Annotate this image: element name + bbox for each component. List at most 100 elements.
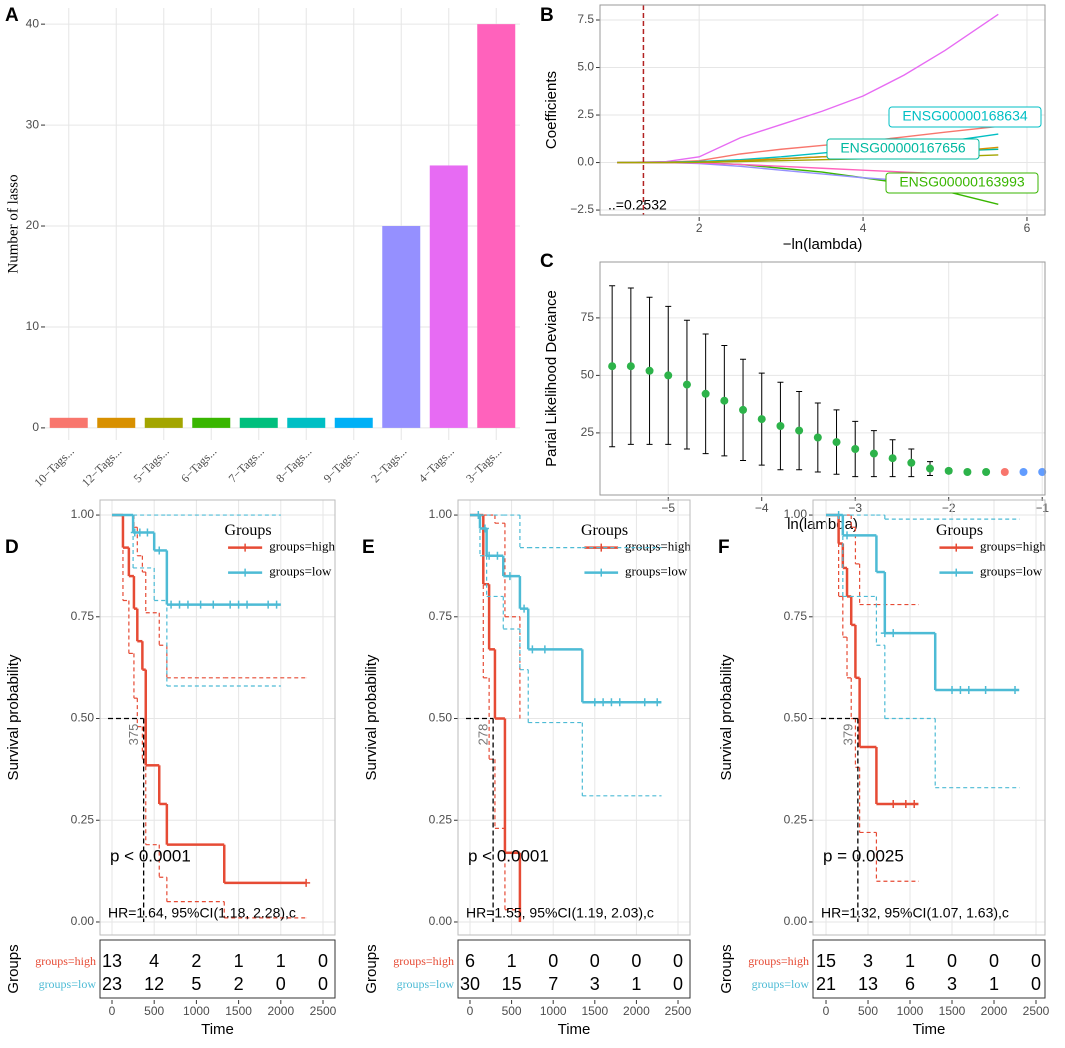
x-tick-label: 7−Tags...	[226, 444, 267, 485]
risk-count: 0	[673, 974, 683, 994]
y-tick-label: 0.75	[429, 609, 453, 623]
axis-title: Survival probability	[5, 654, 22, 780]
y-tick-label: 0.75	[784, 609, 808, 623]
y-tick-label: 7.5	[577, 12, 594, 26]
x-tick-label: 4	[860, 221, 867, 235]
median-label: 375	[126, 724, 141, 746]
axis-title: Survival probability	[363, 654, 380, 780]
censor-mark	[956, 686, 965, 695]
censor-mark	[143, 528, 152, 537]
x-tick-label: −4	[755, 501, 769, 515]
risk-count: 1	[631, 974, 641, 994]
risk-count: 0	[989, 951, 999, 971]
censor-mark	[493, 551, 502, 560]
median-label: 379	[840, 724, 855, 746]
x-axis-title: −ln(lambda)	[783, 236, 863, 253]
risk-count: 2	[191, 951, 201, 971]
point	[682, 380, 691, 389]
censor-mark	[264, 600, 273, 609]
censor-mark	[948, 686, 957, 695]
coef-line	[617, 13, 999, 164]
x-tick-label: 2−Tags...	[368, 444, 409, 485]
hazard-ratio: HR=1.32, 95%CI(1.07, 1.63),c	[821, 905, 1009, 921]
censor-mark	[590, 698, 599, 707]
y-tick-label: 5.0	[577, 60, 594, 74]
y-tick-label: 2.5	[577, 107, 594, 121]
censor-mark	[480, 524, 489, 533]
x-tick-label: −3	[848, 501, 862, 515]
y-tick-label: 0	[32, 420, 39, 434]
censor-mark	[599, 698, 608, 707]
y-tick-label: 25	[581, 425, 595, 439]
hazard-ratio: HR=1.55, 95%CI(1.19, 2.03),c	[466, 905, 654, 921]
risk-count: 6	[905, 974, 915, 994]
risk-row-label: groups=low	[397, 977, 455, 991]
risk-count: 1	[507, 951, 517, 971]
risk-count: 0	[548, 951, 558, 971]
label-box	[826, 138, 980, 160]
median-label: 278	[476, 724, 491, 746]
censor-mark	[155, 546, 164, 555]
point	[982, 467, 991, 476]
axis-title: Parial Likelihood Deviance	[543, 290, 560, 467]
y-tick-label: 1.00	[784, 507, 808, 521]
series-label: ENSG00000167656	[840, 140, 966, 156]
censor-mark	[505, 572, 514, 581]
point	[1000, 467, 1009, 476]
y-tick-label: 0.50	[784, 711, 808, 725]
x-tick-label: 500	[144, 1004, 164, 1018]
x-tick-label: 2500	[310, 1004, 337, 1018]
x-tick-label: 2000	[623, 1004, 650, 1018]
panel-label: D	[5, 537, 19, 558]
series-label: ENSG00000163993	[899, 174, 1025, 190]
y-tick-label: 75	[581, 310, 595, 324]
risk-row-label: groups=high	[748, 954, 809, 968]
censor-mark	[183, 600, 192, 609]
y-tick-label: 0.25	[71, 812, 95, 826]
point	[869, 449, 878, 458]
bar	[477, 24, 516, 428]
x-tick-label: 9−Tags...	[321, 444, 362, 485]
risk-count: 0	[1031, 951, 1041, 971]
risk-count: 13	[858, 974, 878, 994]
censor-mark	[226, 600, 235, 609]
risk-count: 12	[144, 974, 164, 994]
risk-count: 0	[947, 951, 957, 971]
y-tick-label: 30	[26, 117, 40, 131]
series-label: ENSG00000168634	[902, 108, 1028, 124]
panel-border	[99, 499, 336, 936]
risk-count: 13	[102, 951, 122, 971]
risk-count: 0	[631, 951, 641, 971]
x-axis-title: Time	[913, 1021, 946, 1038]
p-value: p < 0.0001	[468, 846, 549, 865]
point	[776, 421, 785, 430]
censor-mark	[607, 698, 616, 707]
risk-count: 30	[460, 974, 480, 994]
censor-mark	[981, 686, 990, 695]
panel-label: B	[540, 5, 554, 26]
censor-mark	[528, 645, 537, 654]
censor-mark	[889, 799, 898, 808]
bar	[287, 417, 326, 428]
legend-title: Groups	[225, 522, 272, 539]
legend-title: Groups	[581, 522, 628, 539]
x-tick-label: 8−Tags...	[273, 444, 314, 485]
legend-title: Groups	[936, 522, 983, 539]
risk-count: 15	[816, 951, 836, 971]
legend-label: groups=low	[980, 564, 1043, 579]
x-tick-label: 3−Tags...	[463, 444, 504, 485]
x-tick-label: 0	[109, 1004, 116, 1018]
risk-row-label: groups=low	[752, 977, 810, 991]
point	[813, 433, 822, 442]
censor-mark	[889, 629, 898, 638]
x-axis-title: Time	[558, 1021, 591, 1038]
x-tick-label: 1000	[897, 1004, 924, 1018]
censor-mark	[234, 600, 243, 609]
point	[1038, 467, 1047, 476]
y-tick-label: −2.5	[570, 202, 594, 216]
x-tick-label: −5	[661, 501, 675, 515]
panel-label: E	[362, 537, 375, 558]
x-tick-label: 6	[1024, 221, 1031, 235]
censor-mark	[196, 600, 205, 609]
